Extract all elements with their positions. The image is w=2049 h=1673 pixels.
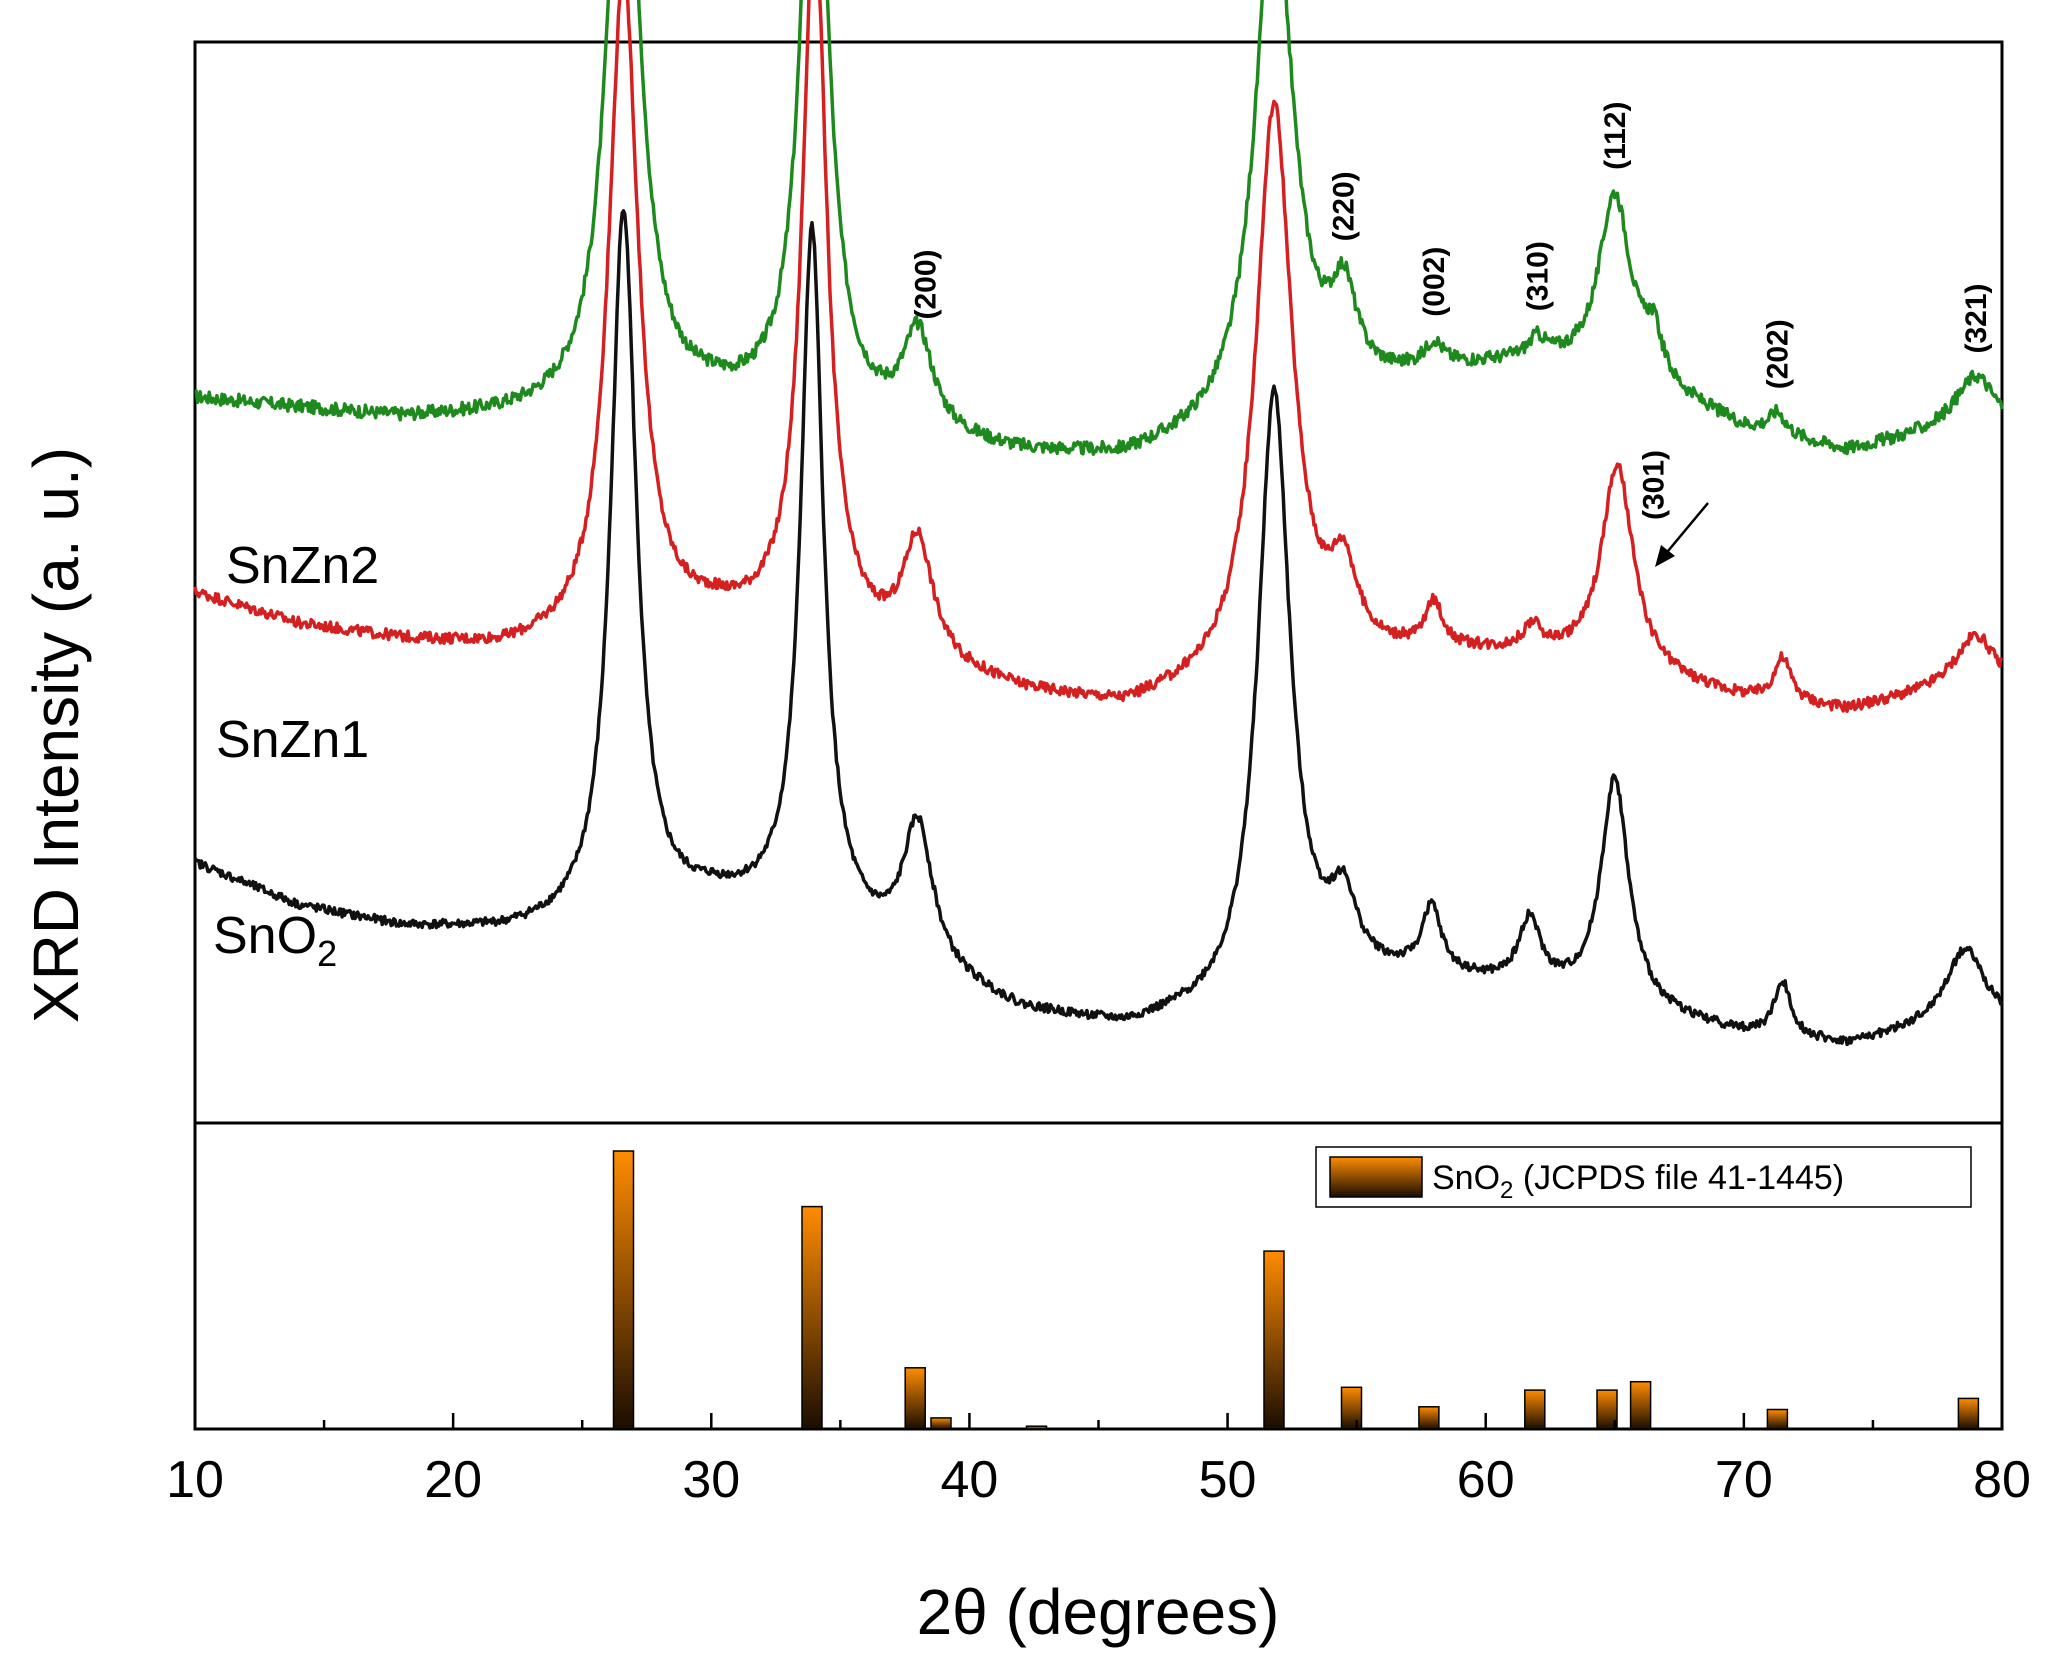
reference-bar	[801, 1205, 823, 1430]
reference-bar	[612, 1150, 635, 1430]
x-tick-label: 10	[166, 1451, 224, 1509]
legend-label-base: SnO	[1432, 1159, 1500, 1197]
reference-bar	[1263, 1250, 1285, 1430]
upper-panel: (110)(101)(200)(211)(220)(002)(310)(112)…	[193, 0, 2004, 1125]
series-line-snzn2	[194, 0, 2004, 456]
legend-label: SnO2 (JCPDS file 41-1445)	[1432, 1159, 1844, 1204]
sample-label-sno2-subscript: 2	[317, 933, 337, 974]
sample-label-snzn2: SnZn2	[226, 537, 379, 595]
reference-bar	[1418, 1406, 1440, 1430]
reference-bar	[1596, 1389, 1618, 1430]
hkl-label: (220)	[1328, 171, 1361, 241]
arrow-icon	[1655, 502, 1709, 567]
xrd-curves	[193, 0, 2004, 1047]
reference-bar	[1340, 1386, 1363, 1430]
sample-label-sno2-base: SnO	[213, 907, 317, 965]
series-line-sno2	[193, 209, 2004, 1047]
x-tick-label: 50	[1199, 1451, 1257, 1509]
hkl-label: (301)	[1638, 450, 1671, 520]
hkl-label: (202)	[1761, 319, 1794, 389]
x-tick-label: 20	[424, 1451, 482, 1509]
legend: SnO2 (JCPDS file 41-1445)	[1315, 1146, 1972, 1208]
x-tick-label: 60	[1457, 1451, 1515, 1509]
y-axis-title: XRD Intensity (a. u.)	[20, 447, 92, 1023]
upper-panel-frame	[193, 40, 2004, 1125]
reference-panel: SnO2 (JCPDS file 41-1445)	[193, 1121, 2004, 1431]
x-tick-label: 80	[1973, 1451, 2031, 1509]
reference-bar	[1629, 1380, 1652, 1430]
hkl-label: (321)	[1960, 283, 1993, 353]
series-line-snzn1	[193, 0, 2004, 714]
legend-box	[1315, 1146, 1972, 1208]
sample-label-snzn1: SnZn1	[216, 711, 369, 769]
x-axis-title: 2θ (degrees)	[917, 1576, 1280, 1648]
reference-bar	[1524, 1389, 1546, 1430]
reference-bar	[1025, 1425, 1048, 1430]
hkl-labels: (110)(101)(200)(211)(220)(002)(310)(112)…	[910, 102, 1994, 520]
legend-label-subscript: 2	[1500, 1177, 1513, 1204]
sample-label-sno2: SnO2	[213, 907, 337, 974]
hkl-label: (200)	[910, 249, 943, 319]
x-tick-label: 40	[941, 1451, 999, 1509]
reference-bar	[904, 1367, 926, 1430]
legend-swatch	[1329, 1156, 1423, 1198]
reference-bar	[1766, 1408, 1789, 1430]
reference-bar	[930, 1417, 952, 1430]
x-tick-label: 30	[682, 1451, 740, 1509]
x-axis: 10 20 30 40 50 60 70 80	[166, 1413, 2031, 1509]
hkl-label: (112)	[1599, 102, 1632, 170]
legend-label-rest: (JCPDS file 41-1445)	[1513, 1159, 1844, 1197]
hkl-label: (002)	[1418, 247, 1451, 317]
hkl-label: (310)	[1521, 241, 1554, 311]
reference-bars	[612, 1150, 1980, 1430]
reference-bar	[1957, 1397, 1980, 1430]
x-tick-label: 70	[1715, 1451, 1773, 1509]
